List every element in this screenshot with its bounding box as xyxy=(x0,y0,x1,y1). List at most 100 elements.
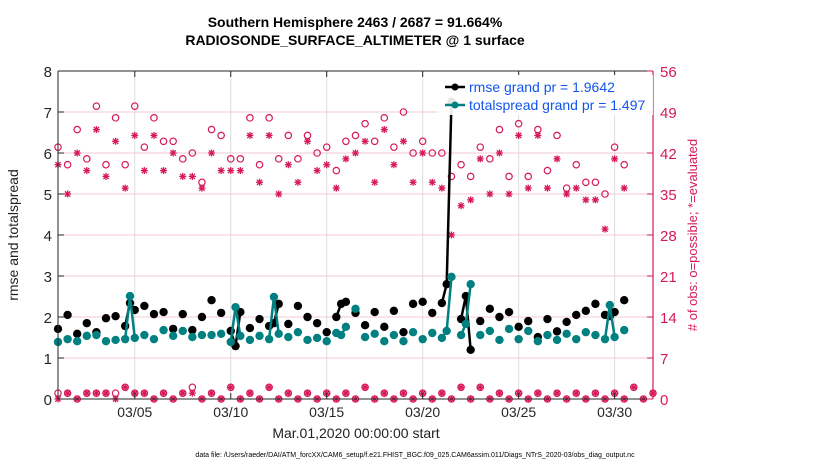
totalspread-point xyxy=(111,335,120,345)
obs-possible-marker xyxy=(188,383,197,392)
rmse-point xyxy=(168,324,178,334)
obs-possible-marker xyxy=(610,143,619,151)
obs-possible-marker xyxy=(543,166,552,175)
obs-possible-marker xyxy=(246,114,254,122)
rmse-point xyxy=(399,327,408,337)
obs-evaluated-marker xyxy=(399,389,407,397)
obs-possible-marker xyxy=(82,155,91,163)
y2-tick-label: 14 xyxy=(660,310,677,327)
obs-evaluated-marker xyxy=(83,167,91,175)
totalspread-point xyxy=(380,336,389,346)
rmse-point xyxy=(418,297,427,307)
obs-possible-marker xyxy=(409,149,417,157)
obs-evaluated-marker xyxy=(64,190,72,198)
obs-possible-marker xyxy=(140,143,149,151)
totalspread-point xyxy=(284,332,293,342)
y-tick-label: 3 xyxy=(44,269,52,286)
obs-evaluated-marker xyxy=(160,389,168,397)
series-lines xyxy=(53,97,629,354)
rmse-point xyxy=(476,316,485,326)
rmse-point xyxy=(293,301,303,311)
obs-evaluated-marker xyxy=(112,137,120,145)
obs-possible-marker xyxy=(92,102,101,110)
legend-rmse-label: rmse grand pr = 1.9642 xyxy=(469,79,615,95)
obs-possible-marker xyxy=(524,172,533,181)
obs-evaluated-marker xyxy=(467,196,475,204)
totalspread-segment xyxy=(272,296,280,334)
totalspread-point xyxy=(351,304,360,313)
rmse-point xyxy=(341,297,351,307)
rmse-point xyxy=(303,312,312,322)
obs-evaluated-marker xyxy=(160,167,168,175)
obs-evaluated-marker xyxy=(563,190,571,198)
obs-evaluated-marker xyxy=(515,131,523,139)
y2-tick-label: 42 xyxy=(660,146,677,163)
obs-evaluated-marker xyxy=(304,137,312,145)
totalspread-point xyxy=(120,334,130,344)
rmse-point xyxy=(466,345,475,354)
totalspread-point xyxy=(389,330,399,340)
rmse-point xyxy=(159,307,168,317)
obs-possible-marker xyxy=(294,155,302,163)
obs-possible-marker xyxy=(226,155,235,163)
y2-tick-label: 49 xyxy=(660,105,677,122)
legend-spread-marker xyxy=(451,101,459,109)
obs-evaluated-marker xyxy=(208,149,216,157)
totalspread-point xyxy=(125,291,135,301)
obs-evaluated-marker xyxy=(179,389,187,397)
rmse-point xyxy=(149,309,159,319)
rmse-point xyxy=(207,295,216,305)
rmse-point xyxy=(514,322,523,332)
obs-possible-marker xyxy=(380,114,389,122)
obs-possible-marker xyxy=(562,184,571,192)
obs-evaluated-marker xyxy=(620,184,628,192)
rmse-point xyxy=(255,314,264,324)
obs-possible-marker xyxy=(486,155,494,163)
totalspread-point xyxy=(188,332,197,342)
obs-possible-marker xyxy=(505,172,513,181)
chart-subtitle: RADIOSONDE_SURFACE_ALTIMETER @ 1 surface xyxy=(185,32,525,48)
obs-evaluated-marker xyxy=(534,131,542,139)
obs-evaluated-marker xyxy=(284,161,292,169)
totalspread-point xyxy=(447,272,456,282)
obs-evaluated-marker xyxy=(342,389,350,397)
obs-evaluated-marker xyxy=(256,178,264,186)
totalspread-point xyxy=(360,332,370,342)
obs-evaluated-marker xyxy=(591,389,599,397)
obs-evaluated-marker xyxy=(294,178,302,186)
rmse-point xyxy=(178,309,187,319)
obs-evaluated-marker xyxy=(553,155,561,163)
rmse-point xyxy=(332,312,341,322)
rmse-point xyxy=(428,308,437,318)
totalspread-segment xyxy=(464,284,472,325)
legend: rmse grand pr = 1.9642 totalspread grand … xyxy=(437,75,653,115)
rmse-point xyxy=(284,319,293,329)
obs-evaluated-marker xyxy=(304,389,312,397)
totalspread-point xyxy=(149,334,159,344)
obs-evaluated-marker xyxy=(265,131,273,139)
totalspread-point xyxy=(504,324,514,334)
obs-evaluated-marker xyxy=(486,190,494,198)
y-tick-label: 1 xyxy=(44,351,52,368)
totalspread-point xyxy=(216,329,226,339)
obs-evaluated-marker xyxy=(150,131,158,139)
rmse-point xyxy=(524,316,533,326)
rmse-point xyxy=(581,306,591,316)
y2-axis-label: # of obs: o=possible; *=evaluated xyxy=(685,139,700,331)
obs-evaluated-marker xyxy=(140,167,148,175)
obs-possible-marker xyxy=(370,137,379,146)
obs-evaluated-marker xyxy=(140,389,148,397)
totalspread-point xyxy=(428,328,437,338)
obs-possible-marker xyxy=(150,114,158,122)
obs-evaluated-marker xyxy=(495,389,503,397)
totalspread-point xyxy=(572,334,581,344)
obs-evaluated-marker xyxy=(323,161,331,169)
obs-evaluated-marker xyxy=(591,196,599,204)
y-tick-label: 2 xyxy=(44,310,52,327)
obs-evaluated-marker xyxy=(495,149,503,157)
grid xyxy=(58,71,653,399)
y-tick-label: 6 xyxy=(44,146,52,163)
obs-evaluated-marker xyxy=(236,167,244,175)
totalspread-point xyxy=(82,331,91,341)
